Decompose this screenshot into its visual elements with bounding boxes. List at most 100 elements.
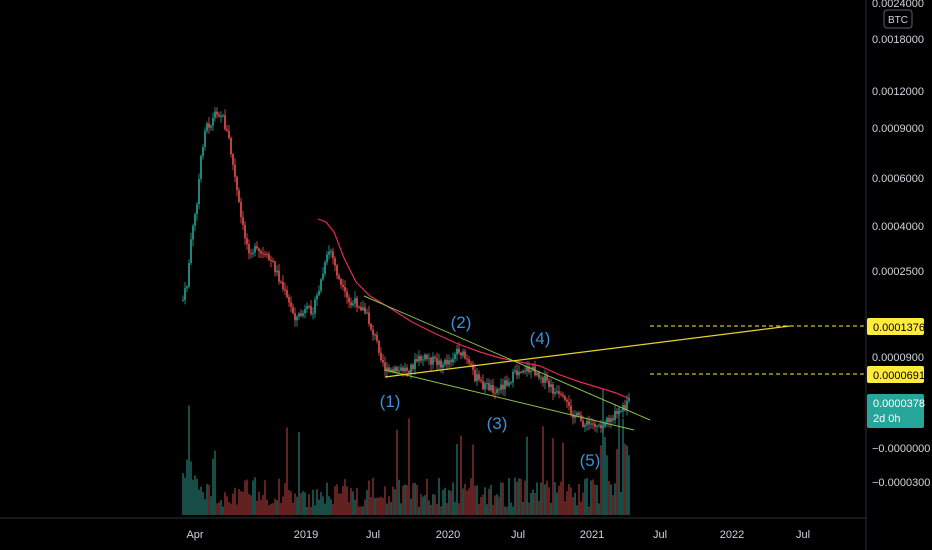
candle-body [310,306,312,314]
volume-bar [452,482,454,515]
candle-body [322,273,324,280]
candle-body [234,164,236,177]
volume-bar [584,479,586,515]
candle-body [430,357,432,365]
volume-bar [332,503,334,515]
currency-badge[interactable]: BTC [883,9,913,29]
candle-body [470,363,472,365]
candle-body [454,354,456,360]
volume-bar [398,479,400,515]
candle-body [478,374,480,380]
volume-bar [264,480,266,515]
price-tag-upper-label: 0.0001376 [873,322,925,334]
y-tick-label: 0.0002500 [872,266,924,278]
candle-body [520,371,522,373]
volume-bar [580,501,582,515]
candle-body [384,362,386,372]
candle-body [512,371,514,383]
volume-bar [424,495,426,515]
candle-body [252,252,254,254]
candle-body [372,329,374,336]
candle-body [522,370,524,373]
candle-body [626,400,628,411]
volume-bar [416,485,418,515]
price-axis[interactable]: 0.0024000 0.0018000 0.0012000 0.0009000 … [867,0,930,489]
candle-body [324,262,326,274]
volume-bar [422,496,424,515]
candle-body [550,384,552,387]
x-tick-label: 2022 [720,529,744,541]
volume-bar [486,504,488,515]
candle-body [202,147,204,156]
volume-bar [490,484,492,515]
candle-body [440,360,442,368]
wave-label-3: (3) [487,414,508,433]
candle-body [394,367,396,372]
candle-body [628,398,630,401]
volume-bar [244,480,246,515]
volume-bar [460,435,462,515]
volume-bar [402,485,404,515]
candle-body [362,307,364,311]
candle-body [498,389,500,391]
volume-bar [266,499,268,515]
candle-body [348,297,350,303]
volume-bar [468,488,470,515]
channel-lower-line [384,369,635,431]
y-tick-label: 0.0000900 [872,352,924,364]
volume-bar [554,482,556,515]
volume-bar [280,503,282,515]
volume-bar [322,496,324,515]
candle-body [572,414,574,418]
price-tag-last-box [867,394,924,428]
candle-body [332,251,334,259]
volume-bar [216,503,218,515]
volume-bar [608,481,610,515]
x-tick-label: 2019 [294,529,318,541]
volume-bar [498,496,500,515]
candle-body [190,239,192,264]
volume-bar [218,502,220,515]
volume-bar [368,480,370,515]
volume-bar [546,480,548,515]
volume-bar [544,484,546,515]
volume-bar [516,481,518,515]
candle-body [276,270,278,273]
candle-body [552,384,554,394]
candle-body [568,401,570,406]
candle-body [182,299,184,301]
candle-body [526,366,528,372]
candle-body [444,359,446,365]
candle-body [230,138,232,155]
candle-body [578,412,580,416]
candle-body [260,251,262,254]
volume-bar [620,492,622,515]
candle-body [344,287,346,292]
candle-body [546,375,548,381]
volume-bar [576,505,578,515]
candle-body [240,201,242,218]
x-tick-label: Jul [511,529,525,541]
volume-bar [500,482,502,515]
candle-body [612,418,614,421]
candle-body [210,125,212,128]
candle-body [266,253,268,255]
time-axis[interactable]: Apr 2019 Jul 2020 Jul 2021 Jul 2022 Jul [186,529,810,541]
volume-bar [326,482,328,515]
volume-bar [480,497,482,515]
candle-body [212,117,214,126]
candle-body [538,372,540,378]
candle-body [602,426,604,428]
candle-body [618,411,620,414]
volume-bar [358,506,360,515]
volume-bar [314,505,316,515]
volume-bar [438,478,440,515]
volume-bar [436,504,438,515]
volume-bar [582,492,584,515]
volume-bar [566,491,568,515]
volume-bar [258,491,260,515]
volume-bar [586,478,588,515]
candle-body [294,313,296,321]
